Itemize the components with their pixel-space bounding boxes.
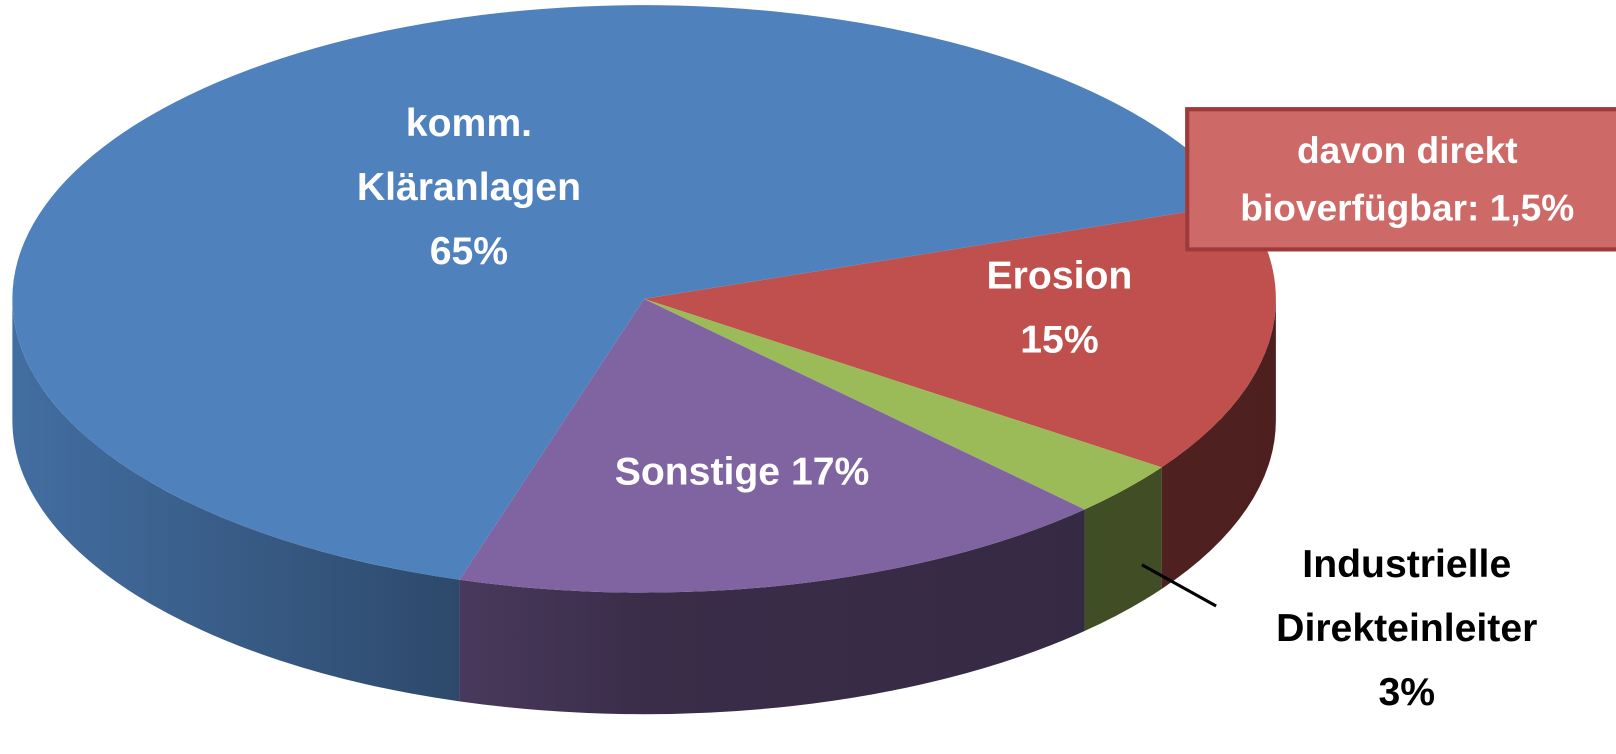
pie-slice bbox=[459, 298, 1085, 593]
category-label: Erosion bbox=[986, 254, 1133, 298]
category-label: komm. Kläranlagen bbox=[356, 102, 582, 210]
pie-slice bbox=[12, 5, 1242, 580]
slice-side bbox=[1161, 298, 1276, 589]
category-label: Sonstige bbox=[614, 450, 781, 494]
pie-sides bbox=[12, 298, 1276, 715]
annotation-box: davon direkt bioverfügbar: 1,5% bbox=[1185, 107, 1616, 252]
slice-label: komm. Kläranlagen 65% bbox=[309, 92, 628, 284]
value-label: 17% bbox=[790, 450, 870, 494]
value-label: 3% bbox=[1378, 670, 1436, 715]
slice-label: Industrielle Direkteinleiter 3% bbox=[1232, 533, 1582, 725]
value-label: 65% bbox=[429, 229, 509, 274]
pie-slice bbox=[644, 298, 1162, 510]
slice-label: Erosion 15% bbox=[936, 244, 1183, 372]
pie-slice bbox=[644, 203, 1276, 468]
pie-tops bbox=[12, 5, 1276, 593]
slice-label: Sonstige 17% bbox=[557, 440, 928, 504]
leader-line bbox=[1141, 563, 1217, 608]
category-label: Industrielle Direkteinleiter bbox=[1276, 543, 1538, 651]
slice-side bbox=[12, 298, 460, 702]
slice-side bbox=[1084, 467, 1162, 632]
value-label: 15% bbox=[1020, 318, 1099, 362]
slice-side bbox=[459, 509, 1085, 715]
annotation: davon direkt bioverfügbar: 1,5% bbox=[1240, 128, 1575, 229]
